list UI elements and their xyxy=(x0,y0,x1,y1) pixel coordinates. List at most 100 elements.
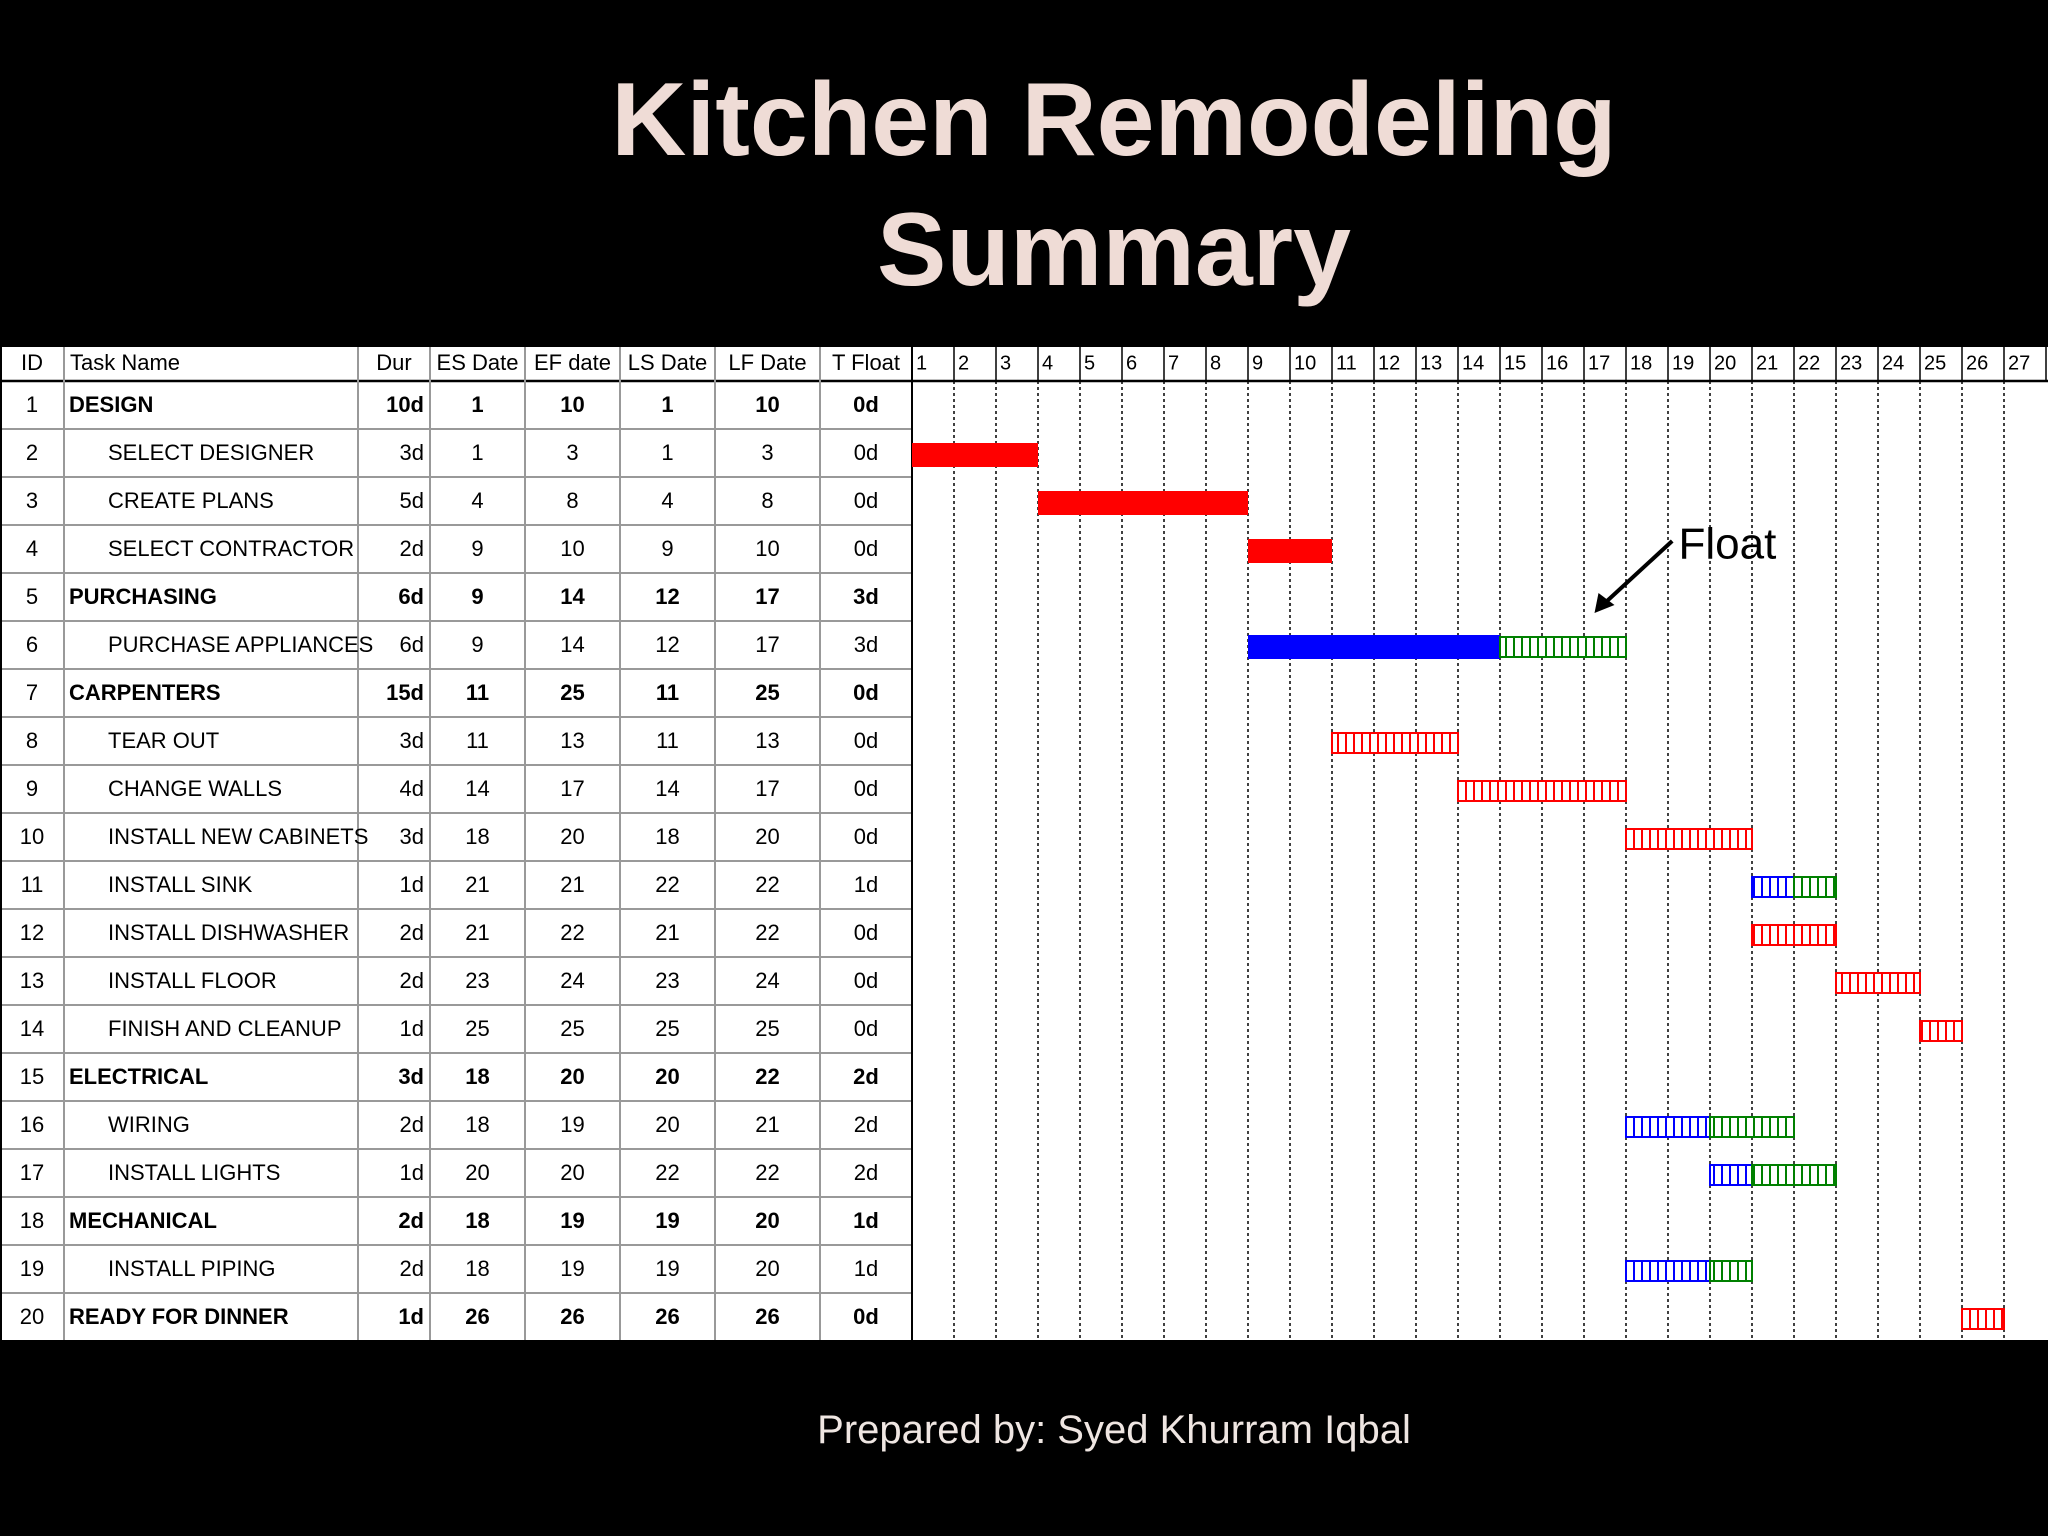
row-id: 1 xyxy=(26,392,38,417)
row-es: 1 xyxy=(471,440,483,465)
timeline-day-label: 1 xyxy=(916,352,927,374)
row-tf: 0d xyxy=(854,488,878,513)
float-bar xyxy=(1793,876,1837,898)
row-duration: 1d xyxy=(400,1016,424,1041)
timeline-day-label: 23 xyxy=(1840,352,1862,374)
row-ls: 12 xyxy=(655,632,679,657)
row-es: 18 xyxy=(465,1256,489,1281)
row-tf: 2d xyxy=(854,1160,878,1185)
row-duration: 2d xyxy=(400,1256,424,1281)
timeline-day-label: 12 xyxy=(1378,352,1400,374)
float-arrow xyxy=(1599,539,1674,609)
row-duration: 3d xyxy=(400,824,424,849)
row-id: 8 xyxy=(26,728,38,753)
timeline-day-label: 15 xyxy=(1504,352,1526,374)
row-task-name: INSTALL NEW CABINETS xyxy=(108,824,368,849)
row-id: 7 xyxy=(26,680,38,705)
row-lf: 22 xyxy=(755,1064,779,1089)
row-ef: 10 xyxy=(560,536,584,561)
timeline-day-label: 16 xyxy=(1546,352,1568,374)
row-ef: 8 xyxy=(566,488,578,513)
row-task-name: SELECT DESIGNER xyxy=(108,440,314,465)
row-task-name: READY FOR DINNER xyxy=(69,1304,289,1329)
row-ls: 1 xyxy=(661,440,673,465)
row-id: 13 xyxy=(20,968,44,993)
row-es: 18 xyxy=(465,1208,489,1233)
row-task-name: CREATE PLANS xyxy=(108,488,274,513)
task-bar xyxy=(1038,491,1248,515)
row-es: 9 xyxy=(471,632,483,657)
row-ef: 21 xyxy=(560,872,584,897)
timeline-day-label: 9 xyxy=(1252,352,1263,374)
task-bar xyxy=(1625,1260,1711,1282)
row-ls: 19 xyxy=(655,1256,679,1281)
row-ls: 9 xyxy=(661,536,673,561)
row-task-name: PURCHASE APPLIANCES xyxy=(108,632,373,657)
row-task-name: INSTALL SINK xyxy=(108,872,253,897)
timeline-day-label: 20 xyxy=(1714,352,1736,374)
row-id: 4 xyxy=(26,536,38,561)
row-lf: 13 xyxy=(755,728,779,753)
row-ef: 20 xyxy=(560,824,584,849)
row-tf: 0d xyxy=(854,824,878,849)
timeline-day-label: 19 xyxy=(1672,352,1694,374)
timeline-day-label: 18 xyxy=(1630,352,1652,374)
row-id: 17 xyxy=(20,1160,44,1185)
task-bar xyxy=(1961,1308,2005,1330)
timeline-day-label: 6 xyxy=(1126,352,1137,374)
column-header: Dur xyxy=(376,350,411,375)
row-ls: 19 xyxy=(655,1208,679,1233)
row-id: 11 xyxy=(21,872,44,897)
row-ef: 20 xyxy=(560,1160,584,1185)
row-id: 5 xyxy=(26,584,38,609)
row-id: 19 xyxy=(20,1256,44,1281)
task-bar xyxy=(912,443,1038,467)
column-header: Task Name xyxy=(70,350,180,375)
row-tf: 0d xyxy=(854,776,878,801)
row-task-name: INSTALL PIPING xyxy=(108,1256,276,1281)
row-ef: 19 xyxy=(560,1112,584,1137)
column-header: EF date xyxy=(534,350,611,375)
row-ls: 18 xyxy=(655,824,679,849)
row-ls: 11 xyxy=(656,680,679,705)
row-ls: 20 xyxy=(655,1112,679,1137)
timeline-day-label: 7 xyxy=(1168,352,1179,374)
row-ls: 1 xyxy=(661,392,673,417)
task-bar xyxy=(1751,924,1837,946)
row-duration: 3d xyxy=(398,1064,424,1089)
gantt-chart-board: ID Task Name Dur ES Date EF date LS Date LF Da… xyxy=(0,345,2048,1340)
row-es: 21 xyxy=(465,872,489,897)
row-tf: 0d xyxy=(854,728,878,753)
timeline-day-label: 14 xyxy=(1462,352,1484,374)
task-bar xyxy=(1457,780,1627,802)
row-duration: 1d xyxy=(400,1160,424,1185)
column-header: T Float xyxy=(832,350,900,375)
row-tf: 1d xyxy=(854,872,878,897)
row-task-name: DESIGN xyxy=(69,392,153,417)
row-task-name: MECHANICAL xyxy=(69,1208,217,1233)
row-task-name: INSTALL LIGHTS xyxy=(108,1160,280,1185)
row-es: 4 xyxy=(471,488,483,513)
row-id: 12 xyxy=(20,920,44,945)
row-task-name: FINISH AND CLEANUP xyxy=(108,1016,342,1041)
row-es: 14 xyxy=(465,776,489,801)
task-bar xyxy=(1331,732,1459,754)
row-duration: 3d xyxy=(400,440,424,465)
timeline-day-label: 11 xyxy=(1336,352,1357,374)
float-arrowhead xyxy=(1594,593,1615,613)
row-ls: 25 xyxy=(655,1016,679,1041)
row-id: 16 xyxy=(20,1112,44,1137)
float-annotation: Float xyxy=(1679,520,1777,569)
row-ef: 10 xyxy=(560,392,584,417)
row-lf: 17 xyxy=(755,632,779,657)
row-duration: 2d xyxy=(400,968,424,993)
float-bar xyxy=(1709,1260,1753,1282)
row-es: 1 xyxy=(471,392,483,417)
row-tf: 0d xyxy=(854,920,878,945)
row-task-name: INSTALL DISHWASHER xyxy=(108,920,349,945)
row-lf: 20 xyxy=(755,1256,779,1281)
row-duration: 6d xyxy=(400,632,424,657)
row-tf: 1d xyxy=(853,1208,879,1233)
row-es: 20 xyxy=(465,1160,489,1185)
row-id: 3 xyxy=(26,488,38,513)
